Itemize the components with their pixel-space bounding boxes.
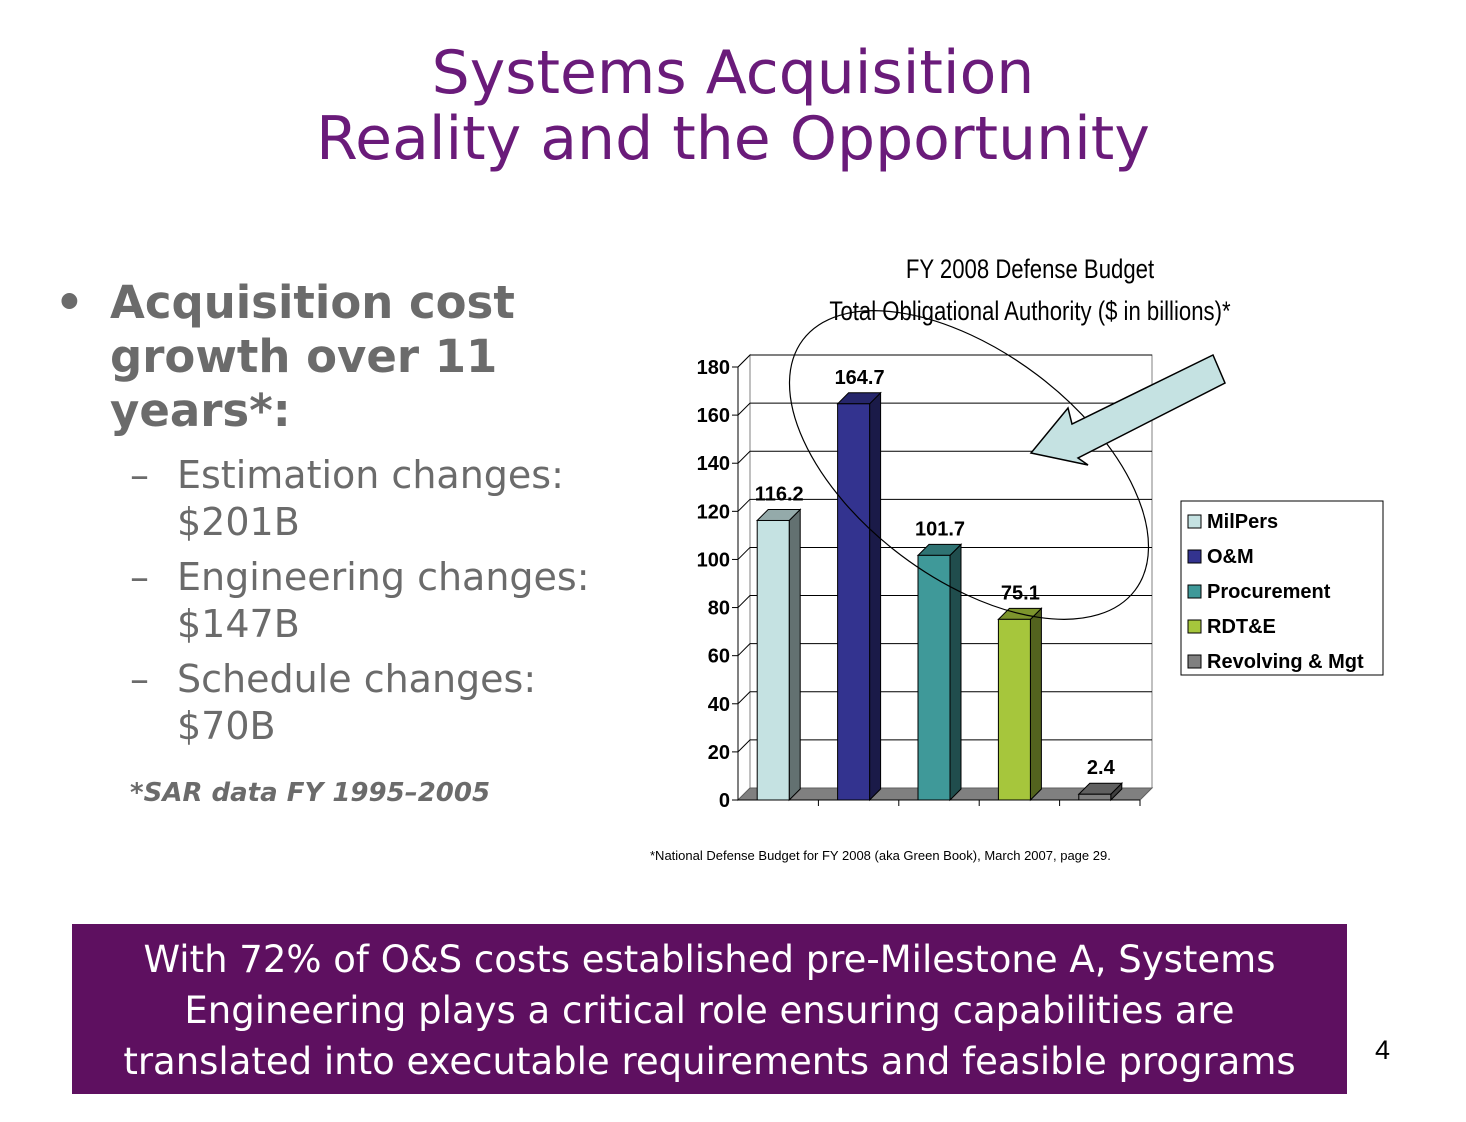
sub-bullet-line-1: Engineering changes: bbox=[177, 555, 590, 599]
sub-bullet-line-2: $201B bbox=[177, 500, 300, 544]
summary-banner: With 72% of O&S costs established pre-Mi… bbox=[72, 924, 1347, 1094]
main-bullet-line-2: growth over 11 bbox=[110, 330, 498, 383]
legend-swatch bbox=[1187, 549, 1202, 564]
plot-side-wall bbox=[737, 353, 751, 802]
legend-swatch bbox=[1187, 584, 1202, 599]
y-tick-label: 20 bbox=[708, 742, 730, 764]
sub-bullet-schedule: – Schedule changes: $70B bbox=[130, 656, 615, 750]
sub-bullet-line-1: Schedule changes: bbox=[177, 657, 537, 701]
gridline bbox=[737, 595, 1152, 608]
legend-label: Revolving & Mgt bbox=[1207, 651, 1364, 673]
legend-label: O&M bbox=[1207, 546, 1254, 568]
banner-line-3: translated into executable requirements … bbox=[123, 1040, 1296, 1083]
gridline bbox=[737, 354, 1152, 368]
sub-bullet-list: – Estimation changes: $201B – Engineerin… bbox=[55, 452, 615, 750]
bar-side-o&m bbox=[869, 391, 882, 802]
bar-value-label: 2.4 bbox=[1087, 757, 1116, 779]
main-bullet-line-3: years*: bbox=[110, 384, 291, 437]
title-line-2: Reality and the Opportunity bbox=[316, 104, 1150, 174]
y-tick-label: 60 bbox=[708, 646, 730, 668]
legend-label: RDT&E bbox=[1207, 616, 1276, 638]
y-tick-label: 180 bbox=[697, 357, 730, 379]
y-tick-label: 120 bbox=[697, 501, 730, 523]
sub-bullet-line-2: $70B bbox=[177, 704, 276, 748]
y-tick-label: 140 bbox=[697, 453, 730, 475]
y-tick-label: 0 bbox=[719, 790, 730, 812]
legend-swatch bbox=[1187, 514, 1202, 529]
dash-icon: – bbox=[130, 555, 149, 599]
main-bullet: • Acquisition cost growth over 11 years*… bbox=[55, 276, 615, 438]
sub-bullet-estimation: – Estimation changes: $201B bbox=[130, 452, 615, 546]
sar-footnote: *SAR data FY 1995–2005 bbox=[130, 778, 491, 808]
chart-subtitle: Total Obligational Authority ($ in billi… bbox=[829, 296, 1231, 326]
bar-side-rdt&e bbox=[1029, 607, 1042, 802]
dash-icon: – bbox=[130, 657, 149, 701]
banner-line-1: With 72% of O&S costs established pre-Mi… bbox=[143, 938, 1276, 981]
sub-bullet-engineering: – Engineering changes: $147B bbox=[130, 554, 615, 648]
bar-value-label: 101.7 bbox=[915, 518, 965, 540]
sub-bullet-line-2: $147B bbox=[177, 602, 300, 646]
bar-rdt&e bbox=[997, 618, 1031, 801]
legend-box bbox=[1180, 500, 1384, 676]
bar-value-label: 164.7 bbox=[835, 367, 885, 389]
gridline bbox=[737, 402, 1152, 416]
gridline bbox=[737, 498, 1152, 512]
y-tick-label: 40 bbox=[708, 694, 730, 716]
y-tick-label: 80 bbox=[708, 598, 730, 620]
bar-side-milpers bbox=[788, 508, 801, 802]
chart-title: FY 2008 Defense Budget bbox=[905, 254, 1155, 284]
slide-title: Systems Acquisition Reality and the Oppo… bbox=[0, 40, 1466, 172]
chart-title-block: FY 2008 Defense Budget Total Obligationa… bbox=[760, 248, 1300, 332]
title-line-1: Systems Acquisition bbox=[431, 38, 1035, 108]
bar-value-label: 75.1 bbox=[1001, 582, 1040, 604]
gridline bbox=[737, 546, 1152, 560]
sub-bullet-line-1: Estimation changes: bbox=[177, 453, 564, 497]
legend-swatch bbox=[1187, 619, 1202, 634]
bar-value-label: 116.2 bbox=[755, 483, 804, 505]
y-tick-label: 160 bbox=[697, 405, 730, 427]
gridline bbox=[737, 450, 1152, 464]
bar-milpers bbox=[756, 519, 790, 801]
main-bullet-line-1: Acquisition cost bbox=[110, 276, 515, 329]
y-tick-label: 100 bbox=[697, 549, 730, 571]
bullet-dot-icon: • bbox=[55, 276, 84, 329]
legend-label: Procurement bbox=[1207, 581, 1331, 603]
bar-revolving & mgt bbox=[1078, 793, 1112, 801]
legend-label: MilPers bbox=[1207, 511, 1278, 533]
page-number: 4 bbox=[1375, 1035, 1391, 1065]
legend-swatch bbox=[1187, 654, 1202, 669]
highlight-ellipse bbox=[788, 310, 1150, 620]
banner-line-2: Engineering plays a critical role ensuri… bbox=[184, 989, 1235, 1032]
bar-side-procurement bbox=[949, 543, 962, 802]
source-note: *National Defense Budget for FY 2008 (ak… bbox=[650, 848, 1111, 863]
dash-icon: – bbox=[130, 453, 149, 497]
callout-arrow-icon bbox=[1029, 353, 1226, 466]
bar-o&m bbox=[837, 403, 871, 801]
bar-procurement bbox=[917, 554, 951, 801]
bullet-list: • Acquisition cost growth over 11 years*… bbox=[55, 276, 615, 758]
